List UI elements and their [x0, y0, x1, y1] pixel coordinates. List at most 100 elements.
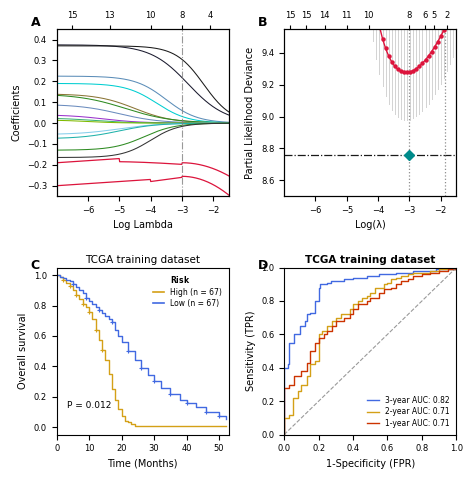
- 3-year AUC: 0.82: (0.65, 0.97): 0.82: (0.65, 0.97): [393, 270, 399, 276]
- 3-year AUC: 0.82: (0.03, 0.55): 0.82: (0.03, 0.55): [286, 340, 292, 346]
- 2-year AUC: 0.71: (0.28, 0.68): 0.71: (0.28, 0.68): [329, 318, 335, 324]
- 2-year AUC: 0.71: (0, 0.1): 0.71: (0, 0.1): [281, 415, 287, 421]
- 1-year AUC: 0.71: (0.13, 0.43): 0.71: (0.13, 0.43): [304, 360, 310, 366]
- 2-year AUC: 0.71: (0.45, 0.82): 0.71: (0.45, 0.82): [359, 295, 365, 300]
- 2-year AUC: 0.71: (0.03, 0.12): 0.71: (0.03, 0.12): [286, 412, 292, 418]
- 2-year AUC: 0.71: (0.8, 0.97): 0.71: (0.8, 0.97): [419, 270, 425, 276]
- 1-year AUC: 0.71: (0.43, 0.78): 0.71: (0.43, 0.78): [356, 301, 361, 307]
- 3-year AUC: 0.82: (0.2, 0.82): 0.82: (0.2, 0.82): [316, 295, 321, 300]
- 3-year AUC: 0.82: (0.52, 0.95): 0.82: (0.52, 0.95): [371, 273, 376, 279]
- Legend: $\bf{Risk}$, High (n = 67), Low (n = 67): $\bf{Risk}$, High (n = 67), Low (n = 67): [149, 271, 225, 311]
- Legend: 3-year AUC: 0.82, 2-year AUC: 0.71, 1-year AUC: 0.71: 3-year AUC: 0.82, 2-year AUC: 0.71, 1-ye…: [364, 393, 453, 431]
- 2-year AUC: 0.71: (0.38, 0.75): 0.71: (0.38, 0.75): [346, 306, 352, 312]
- 1-year AUC: 0.71: (0.03, 0.3): 0.71: (0.03, 0.3): [286, 382, 292, 387]
- 2-year AUC: 0.71: (0.53, 0.88): 0.71: (0.53, 0.88): [373, 285, 378, 290]
- 2-year AUC: 0.71: (0.6, 0.91): 0.71: (0.6, 0.91): [384, 280, 390, 286]
- Title: TCGA training dataset: TCGA training dataset: [305, 255, 436, 265]
- 3-year AUC: 0.82: (0, 0.4): 0.82: (0, 0.4): [281, 365, 287, 371]
- 3-year AUC: 0.82: (0.02, 0.42): 0.82: (0.02, 0.42): [285, 361, 291, 367]
- 1-year AUC: 0.71: (0.75, 0.95): 0.71: (0.75, 0.95): [410, 273, 416, 279]
- 3-year AUC: 0.82: (0.2, 0.88): 0.82: (0.2, 0.88): [316, 285, 321, 290]
- 3-year AUC: 0.82: (0.72, 0.97): 0.82: (0.72, 0.97): [405, 270, 411, 276]
- 3-year AUC: 0.82: (0.3, 0.92): 0.82: (0.3, 0.92): [333, 278, 338, 284]
- 3-year AUC: 0.82: (0.78, 0.98): 0.82: (0.78, 0.98): [416, 268, 421, 274]
- 3-year AUC: 0.82: (1, 1): 0.82: (1, 1): [454, 264, 459, 270]
- 2-year AUC: 0.71: (0.9, 0.99): 0.71: (0.9, 0.99): [436, 266, 442, 272]
- Text: A: A: [31, 16, 40, 29]
- 1-year AUC: 0.71: (0.48, 0.8): 0.71: (0.48, 0.8): [364, 298, 370, 304]
- X-axis label: Log(λ): Log(λ): [355, 220, 386, 230]
- 2-year AUC: 0.71: (0.65, 0.94): 0.71: (0.65, 0.94): [393, 275, 399, 280]
- 1-year AUC: 0.71: (0.3, 0.68): 0.71: (0.3, 0.68): [333, 318, 338, 324]
- 1-year AUC: 0.71: (0.28, 0.65): 0.71: (0.28, 0.65): [329, 323, 335, 329]
- 3-year AUC: 0.82: (0.85, 0.98): 0.82: (0.85, 0.98): [428, 268, 433, 274]
- 3-year AUC: 0.82: (0.09, 0.65): 0.82: (0.09, 0.65): [297, 323, 302, 329]
- 1-year AUC: 0.71: (0.8, 0.96): 0.71: (0.8, 0.96): [419, 271, 425, 277]
- Title: TCGA training dataset: TCGA training dataset: [85, 255, 200, 265]
- 2-year AUC: 0.71: (1, 1): 0.71: (1, 1): [454, 264, 459, 270]
- 2-year AUC: 0.71: (0.95, 0.99): 0.71: (0.95, 0.99): [445, 266, 451, 272]
- Line: 3-year AUC: 0.82: 3-year AUC: 0.82: [284, 267, 456, 434]
- 3-year AUC: 0.82: (0, 0): 0.82: (0, 0): [281, 432, 287, 437]
- 1-year AUC: 0.71: (0.68, 0.92): 0.71: (0.68, 0.92): [398, 278, 404, 284]
- 1-year AUC: 0.71: (0, 0.28): 0.71: (0, 0.28): [281, 385, 287, 391]
- 2-year AUC: 0.71: (0.33, 0.72): 0.71: (0.33, 0.72): [338, 312, 344, 317]
- 2-year AUC: 0.71: (0.2, 0.52): 0.71: (0.2, 0.52): [316, 345, 321, 351]
- 2-year AUC: 0.71: (0, 0): 0.71: (0, 0): [281, 432, 287, 437]
- 1-year AUC: 0.71: (0.2, 0.58): 0.71: (0.2, 0.58): [316, 335, 321, 341]
- 2-year AUC: 0.71: (0.3, 0.7): 0.71: (0.3, 0.7): [333, 315, 338, 321]
- 2-year AUC: 0.71: (0.2, 0.6): 0.71: (0.2, 0.6): [316, 332, 321, 337]
- 3-year AUC: 0.82: (0.95, 0.99): 0.82: (0.95, 0.99): [445, 266, 451, 272]
- 2-year AUC: 0.71: (0.18, 0.44): 0.71: (0.18, 0.44): [312, 358, 318, 364]
- 1-year AUC: 0.71: (0.9, 0.98): 0.71: (0.9, 0.98): [436, 268, 442, 274]
- X-axis label: Log Lambda: Log Lambda: [113, 220, 173, 230]
- 1-year AUC: 0.71: (0.62, 0.88): 0.71: (0.62, 0.88): [388, 285, 394, 290]
- 3-year AUC: 0.82: (0.58, 0.96): 0.82: (0.58, 0.96): [381, 271, 387, 277]
- 1-year AUC: 0.71: (0.15, 0.5): 0.71: (0.15, 0.5): [307, 348, 313, 354]
- 1-year AUC: 0.71: (1, 1): 0.71: (1, 1): [454, 264, 459, 270]
- 3-year AUC: 0.82: (0.55, 0.96): 0.82: (0.55, 0.96): [376, 271, 382, 277]
- 2-year AUC: 0.71: (0.05, 0.22): 0.71: (0.05, 0.22): [290, 395, 296, 401]
- Text: B: B: [258, 16, 268, 29]
- 3-year AUC: 0.82: (0.88, 0.99): 0.82: (0.88, 0.99): [433, 266, 438, 272]
- 1-year AUC: 0.71: (0.85, 0.97): 0.71: (0.85, 0.97): [428, 270, 433, 276]
- 1-year AUC: 0.71: (0.65, 0.9): 0.71: (0.65, 0.9): [393, 281, 399, 287]
- 2-year AUC: 0.71: (0.72, 0.96): 0.71: (0.72, 0.96): [405, 271, 411, 277]
- Y-axis label: Sensitivity (TPR): Sensitivity (TPR): [246, 311, 255, 391]
- Line: 1-year AUC: 0.71: 1-year AUC: 0.71: [284, 267, 456, 434]
- 3-year AUC: 0.82: (0.35, 0.93): 0.82: (0.35, 0.93): [342, 276, 347, 282]
- 1-year AUC: 0.71: (0.18, 0.55): 0.71: (0.18, 0.55): [312, 340, 318, 346]
- 3-year AUC: 0.82: (0.48, 0.95): 0.82: (0.48, 0.95): [364, 273, 370, 279]
- 2-year AUC: 0.71: (0.1, 0.3): 0.71: (0.1, 0.3): [299, 382, 304, 387]
- 2-year AUC: 0.71: (0.15, 0.42): 0.71: (0.15, 0.42): [307, 361, 313, 367]
- Y-axis label: Overall survival: Overall survival: [18, 313, 28, 389]
- 3-year AUC: 0.82: (0.06, 0.6): 0.82: (0.06, 0.6): [292, 332, 297, 337]
- 3-year AUC: 0.82: (0.21, 0.9): 0.82: (0.21, 0.9): [318, 281, 323, 287]
- 1-year AUC: 0.71: (0.38, 0.72): 0.71: (0.38, 0.72): [346, 312, 352, 317]
- 1-year AUC: 0.71: (0.06, 0.35): 0.71: (0.06, 0.35): [292, 373, 297, 379]
- Text: D: D: [258, 259, 269, 272]
- 3-year AUC: 0.82: (0.18, 0.8): 0.82: (0.18, 0.8): [312, 298, 318, 304]
- 3-year AUC: 0.82: (0.38, 0.93): 0.82: (0.38, 0.93): [346, 276, 352, 282]
- 3-year AUC: 0.82: (0.25, 0.91): 0.82: (0.25, 0.91): [324, 280, 330, 286]
- 2-year AUC: 0.71: (0.5, 0.85): 0.71: (0.5, 0.85): [367, 290, 373, 296]
- X-axis label: 1-Specificity (FPR): 1-Specificity (FPR): [326, 459, 415, 469]
- 2-year AUC: 0.71: (0.22, 0.62): 0.71: (0.22, 0.62): [319, 328, 325, 334]
- Y-axis label: Partial Likelihood Deviance: Partial Likelihood Deviance: [246, 47, 255, 179]
- 1-year AUC: 0.71: (0.55, 0.85): 0.71: (0.55, 0.85): [376, 290, 382, 296]
- 1-year AUC: 0.71: (0, 0): 0.71: (0, 0): [281, 432, 287, 437]
- 2-year AUC: 0.71: (0.85, 0.98): 0.71: (0.85, 0.98): [428, 268, 433, 274]
- 3-year AUC: 0.82: (0.15, 0.73): 0.82: (0.15, 0.73): [307, 310, 313, 315]
- 1-year AUC: 0.71: (0.4, 0.75): 0.71: (0.4, 0.75): [350, 306, 356, 312]
- 3-year AUC: 0.82: (0.13, 0.72): 0.82: (0.13, 0.72): [304, 312, 310, 317]
- 2-year AUC: 0.71: (0.75, 0.97): 0.71: (0.75, 0.97): [410, 270, 416, 276]
- 3-year AUC: 0.82: (0.92, 0.99): 0.82: (0.92, 0.99): [440, 266, 446, 272]
- 2-year AUC: 0.71: (0.48, 0.83): 0.71: (0.48, 0.83): [364, 293, 370, 299]
- 1-year AUC: 0.71: (0.23, 0.6): 0.71: (0.23, 0.6): [321, 332, 327, 337]
- 2-year AUC: 0.71: (0.25, 0.65): 0.71: (0.25, 0.65): [324, 323, 330, 329]
- Y-axis label: Coefficients: Coefficients: [11, 84, 21, 142]
- 3-year AUC: 0.82: (0.82, 0.98): 0.82: (0.82, 0.98): [422, 268, 428, 274]
- 1-year AUC: 0.71: (0.95, 0.99): 0.71: (0.95, 0.99): [445, 266, 451, 272]
- Text: P = 0.012: P = 0.012: [67, 401, 111, 410]
- 3-year AUC: 0.82: (0.12, 0.68): 0.82: (0.12, 0.68): [302, 318, 308, 324]
